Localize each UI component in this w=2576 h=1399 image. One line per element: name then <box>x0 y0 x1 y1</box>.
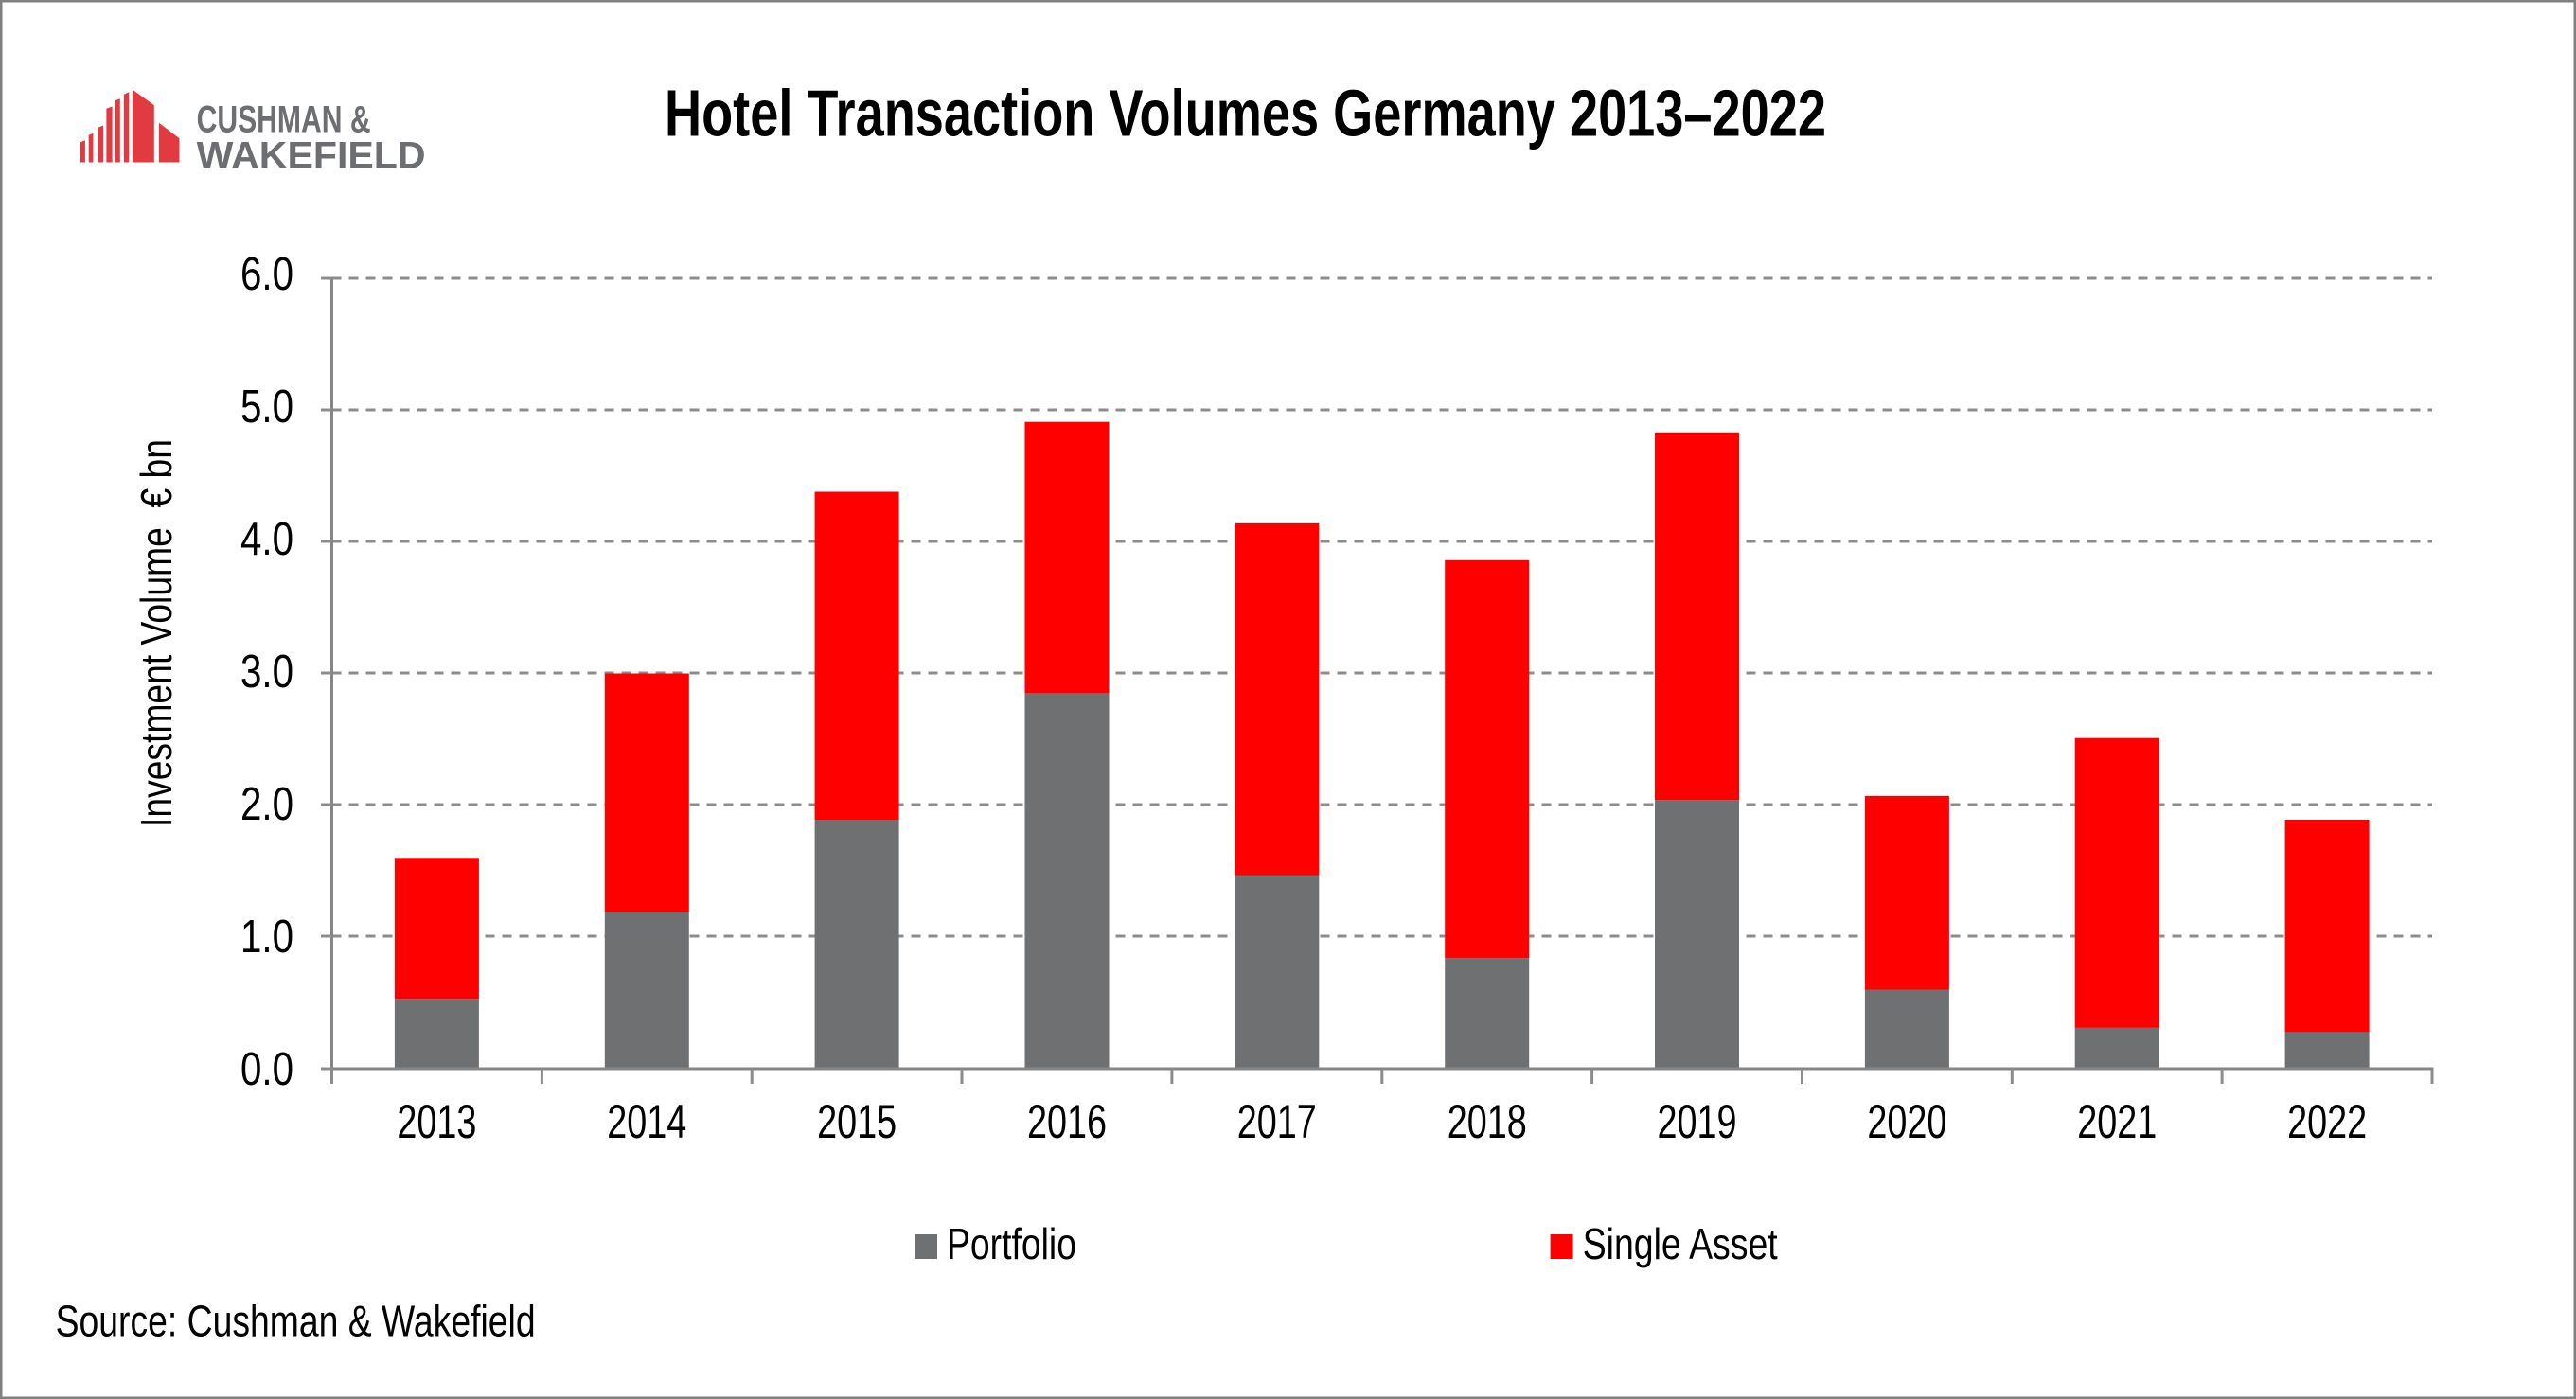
svg-text:2020: 2020 <box>1867 1095 1946 1148</box>
svg-text:6.0: 6.0 <box>240 249 293 300</box>
svg-text:2018: 2018 <box>1448 1095 1527 1148</box>
svg-text:2019: 2019 <box>1658 1095 1737 1148</box>
svg-text:Hotel Transaction Volumes Germ: Hotel Transaction Volumes Germany 2013–2… <box>665 77 1826 151</box>
svg-text:Source: Cushman & Wakefield: Source: Cushman & Wakefield <box>56 1297 536 1346</box>
svg-text:0.0: 0.0 <box>240 1044 293 1095</box>
svg-text:Investment Volume € bn: Investment Volume € bn <box>132 439 181 827</box>
svg-text:2014: 2014 <box>607 1095 686 1148</box>
svg-text:4.0: 4.0 <box>240 514 293 565</box>
svg-text:2016: 2016 <box>1027 1095 1107 1148</box>
svg-text:2017: 2017 <box>1237 1095 1317 1148</box>
svg-text:Portfolio: Portfolio <box>947 1219 1076 1268</box>
svg-text:1.0: 1.0 <box>240 912 293 963</box>
svg-text:5.0: 5.0 <box>240 381 293 433</box>
svg-text:Single Asset: Single Asset <box>1583 1219 1778 1268</box>
svg-text:2.0: 2.0 <box>240 779 293 830</box>
svg-text:WAKEFIELD: WAKEFIELD <box>197 135 426 177</box>
svg-text:2022: 2022 <box>2287 1095 2367 1148</box>
svg-text:2021: 2021 <box>2077 1095 2157 1148</box>
svg-text:3.0: 3.0 <box>240 646 293 698</box>
svg-text:2015: 2015 <box>817 1095 897 1148</box>
svg-text:CUSHMAN &: CUSHMAN & <box>197 98 371 140</box>
svg-text:2013: 2013 <box>397 1095 476 1148</box>
